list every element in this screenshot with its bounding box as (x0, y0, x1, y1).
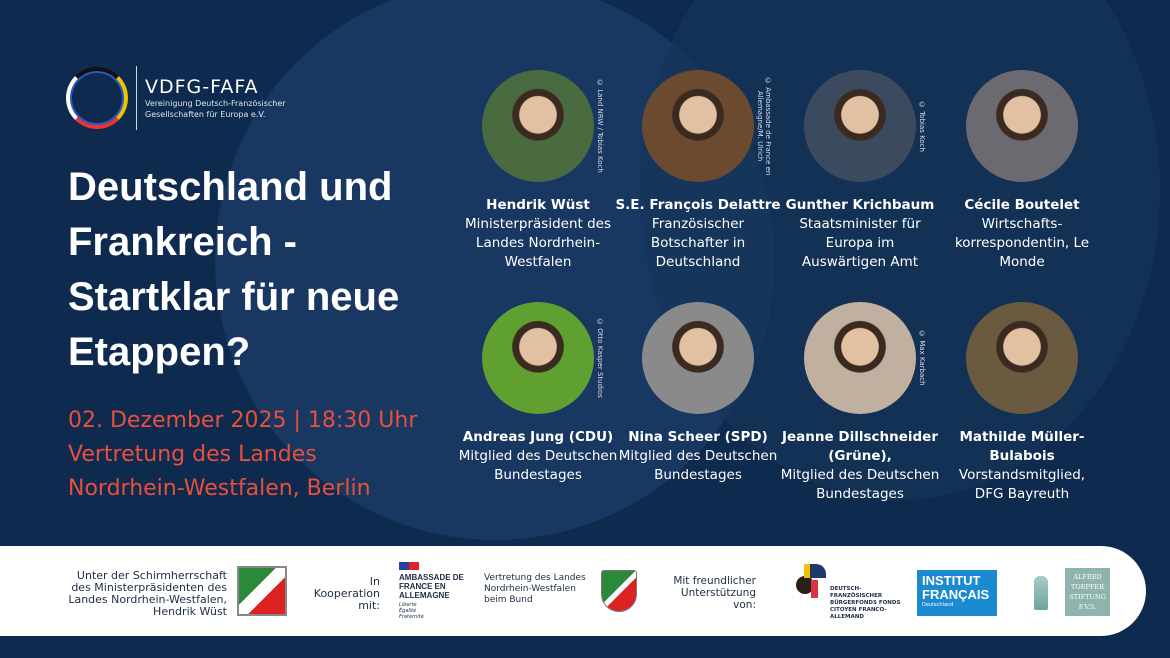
photo-credit: © Ambassade de France en Allemagne/M. Ul… (756, 76, 772, 176)
speaker-name: Jeanne Dillschneider (Grüne), (782, 429, 938, 464)
speaker-role: Wirtschafts-korrespondentin, Le Monde (954, 216, 1090, 270)
french-flag-icon (399, 562, 419, 570)
logo-ring-icon (66, 67, 128, 129)
fund-logo-text: DEUTSCH-FRANZÖSISCHER BÜRGERFONDS FONDS … (830, 586, 901, 620)
fountain-icon (1034, 576, 1048, 610)
speaker-name: Hendrik Wüst (486, 197, 590, 213)
nrw-representation-logo: Vertretung des Landes Nordrhein-Westfale… (484, 573, 586, 605)
photo-credit: © Max Karbach (918, 330, 926, 386)
event-title: Deutschland und Frankreich - Startklar f… (68, 165, 400, 374)
institut-francais-logo: INSTITUT FRANÇAIS Deutschland (917, 570, 997, 616)
event-date: 02. Dezember 2025 | 18:30 Uhr (68, 408, 418, 433)
speaker-photo (804, 70, 916, 182)
speaker-photo (804, 302, 916, 414)
embassy-name: AMBASSADE DE FRANCE EN ALLEMAGNE (399, 573, 464, 600)
photo-credit: © Land NRW / Tobias Koch (596, 79, 604, 173)
speaker-role: Mitglied des Deutschen Bundestages (458, 448, 618, 483)
cooperation-label: In Kooperation mit: (313, 575, 380, 612)
speaker-card: Gunther Krichbaum Staatsminister für Eur… (785, 70, 935, 272)
toepfer-logo: ALFRED TOEPFER STIFTUNG F.V.S. (1065, 568, 1110, 616)
embassy-motto: Liberté Égalité Fraternité (399, 602, 424, 620)
speaker-role: Ministerpräsident des Landes Nordrhein-W… (465, 216, 611, 270)
speaker-card: Mathilde Müller-Bulabois Vorstandsmitgli… (947, 302, 1097, 504)
speaker-card: Hendrik Wüst Ministerpräsident des Lande… (453, 70, 623, 272)
support-label: Mit freundlicher Unterstützung von: (673, 575, 756, 611)
vdfg-logo: VDFG-FAFA Vereinigung Deutsch-Französisc… (66, 66, 286, 130)
speaker-card: Jeanne Dillschneider (Grüne), Mitglied d… (775, 302, 945, 504)
nrw-shield-icon (601, 570, 637, 612)
nrw-coat-of-arms (237, 566, 287, 616)
speaker-name: Gunther Krichbaum (785, 197, 935, 213)
speaker-card: Cécile Boutelet Wirtschafts-korresponden… (947, 70, 1097, 272)
speaker-photo (482, 302, 594, 414)
speaker-card: Nina Scheer (SPD) Mitglied des Deutschen… (613, 302, 783, 485)
speaker-card: S.E. François Delattre Französischer Bot… (613, 70, 783, 272)
speaker-photo (966, 302, 1078, 414)
fund-logo-icon (796, 564, 826, 600)
speaker-photo (642, 302, 754, 414)
logo-name: VDFG-FAFA (145, 76, 259, 98)
speaker-name: Nina Scheer (SPD) (628, 429, 768, 445)
speaker-name: Mathilde Müller-Bulabois (959, 429, 1085, 464)
speaker-role: Französischer Botschafter in Deutschland (650, 216, 746, 270)
partner-footer: Unter der Schirmherrschaft des Ministerp… (0, 546, 1146, 636)
event-venue: Vertretung des Landes (68, 442, 317, 467)
speaker-photo (642, 70, 754, 182)
patronage-text: Unter der Schirmherrschaft des Ministerp… (68, 569, 227, 618)
speaker-role: Staatsminister für Europa im Auswärtigen… (799, 216, 921, 270)
speaker-role: Mitglied des Deutschen Bundestages (780, 467, 940, 502)
speaker-role: Vorstandsmitglied, DFG Bayreuth (958, 467, 1086, 502)
speaker-card: Andreas Jung (CDU) Mitglied des Deutsche… (453, 302, 623, 485)
photo-credit: © Otto Kasper Studios (596, 318, 604, 398)
event-info: 02. Dezember 2025 | 18:30 Uhr Vertretung… (68, 404, 417, 506)
speaker-photo (482, 70, 594, 182)
photo-credit: © Tobias Koch (918, 100, 926, 152)
embassy-logo: AMBASSADE DE FRANCE EN ALLEMAGNE Liberté… (399, 562, 475, 620)
speaker-name: S.E. François Delattre (615, 197, 781, 213)
speaker-name: Cécile Boutelet (964, 197, 1080, 213)
speaker-name: Andreas Jung (CDU) (462, 429, 614, 445)
speaker-role: Mitglied des Deutschen Bundestages (618, 448, 778, 483)
speaker-photo (966, 70, 1078, 182)
